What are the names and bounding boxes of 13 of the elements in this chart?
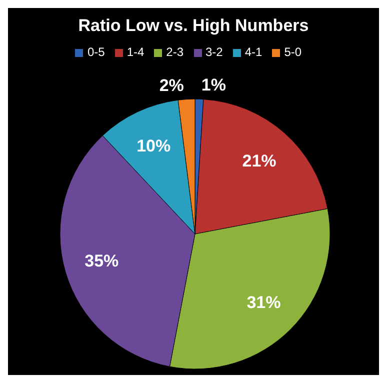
data-label: 10% <box>136 136 171 156</box>
legend-label: 2-3 <box>166 45 184 59</box>
legend-label: 1-4 <box>126 45 144 59</box>
legend-label: 4-1 <box>244 45 262 59</box>
data-label: 2% <box>159 76 184 95</box>
data-label: 35% <box>84 252 119 271</box>
legend-label: 0-5 <box>87 45 105 59</box>
data-label: 1% <box>201 76 226 95</box>
legend-label: 5-0 <box>284 45 302 59</box>
chart-title: Ratio Low vs. High Numbers <box>77 15 310 37</box>
data-label: 31% <box>246 293 281 312</box>
legend-label: 3-2 <box>206 45 223 59</box>
data-label: 21% <box>242 152 276 171</box>
